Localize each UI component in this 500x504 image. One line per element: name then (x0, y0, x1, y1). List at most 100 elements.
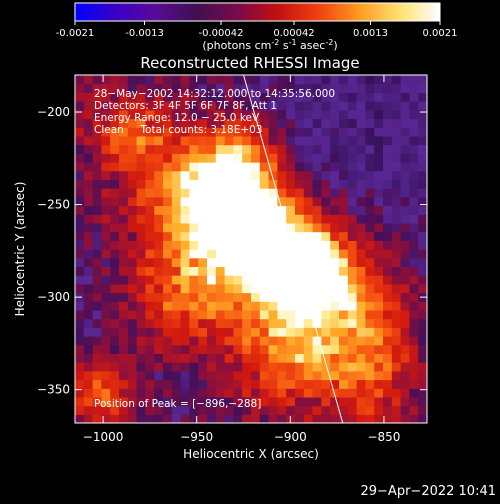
heatmap-cell (145, 127, 155, 137)
heatmap-cell (365, 370, 375, 381)
heatmap-cell (409, 170, 419, 180)
heatmap-cell (365, 388, 375, 398)
heatmap-cell (233, 301, 243, 311)
heatmap-cell (365, 231, 375, 241)
heatmap-cell (127, 214, 138, 224)
heatmap-cell (180, 118, 190, 128)
heatmap-cell (347, 240, 358, 250)
heatmap-cell (198, 118, 208, 128)
heatmap-cell (277, 222, 287, 233)
heatmap-cell (207, 83, 217, 93)
heatmap-cell (339, 205, 349, 215)
heatmap-cell (101, 414, 111, 423)
heatmap-cell (180, 388, 190, 398)
heatmap-cell (391, 144, 402, 154)
heatmap-cell (356, 118, 366, 128)
heatmap-cell (101, 301, 111, 311)
heatmap-cell (75, 75, 85, 76)
heatmap-cell (268, 362, 278, 372)
heatmap-cell (268, 205, 278, 215)
heatmap-cell (101, 214, 111, 224)
heatmap-cell (171, 205, 182, 215)
heatmap-cell (295, 414, 305, 423)
heatmap-cell (75, 414, 85, 423)
heatmap-cell (83, 309, 94, 320)
heatmap-cell (383, 127, 393, 137)
heatmap-cell (110, 353, 120, 363)
heatmap-cell (127, 388, 138, 398)
heatmap-cell (215, 362, 226, 372)
heatmap-cell (242, 405, 252, 415)
heatmap-cell (207, 362, 217, 372)
heatmap-cell (286, 188, 296, 198)
heatmap-cell (101, 257, 111, 267)
heatmap-cell (268, 388, 278, 398)
heatmap-cell (312, 101, 322, 111)
heatmap-cell (119, 214, 129, 224)
heatmap-cell (251, 249, 261, 259)
heatmap-cell (391, 75, 402, 76)
heatmap-cell (259, 414, 270, 423)
heatmap-cell (400, 75, 410, 76)
heatmap-cell (198, 170, 208, 180)
heatmap-cell (330, 75, 340, 85)
heatmap-cell (330, 109, 340, 120)
heatmap-cell (233, 318, 243, 328)
heatmap-cell (303, 144, 314, 154)
heatmap-cell (251, 327, 261, 337)
heatmap-cell (400, 327, 410, 337)
heatmap-cell (409, 92, 419, 102)
heatmap-cell (242, 396, 252, 407)
heatmap-cell (215, 405, 226, 415)
heatmap-cell (242, 135, 252, 146)
heatmap-cell (339, 379, 349, 389)
heatmap-cell (277, 362, 287, 372)
heatmap-cell (233, 309, 243, 320)
heatmap-cell (365, 75, 375, 85)
heatmap-cell (224, 205, 234, 215)
heatmap-cell (312, 222, 322, 233)
heatmap-cell (330, 101, 340, 111)
heatmap-cell (330, 240, 340, 250)
timestamp: 29−Apr−2022 10:41 (361, 484, 497, 499)
heatmap-cell (154, 283, 164, 294)
heatmap-cell (347, 162, 358, 172)
heatmap-cell (207, 240, 217, 250)
heatmap-cell (347, 336, 358, 346)
heatmap-cell (259, 75, 270, 85)
heatmap-cell (347, 257, 358, 267)
heatmap-cell (251, 196, 261, 207)
heatmap-cell (409, 83, 419, 93)
heatmap-cell (180, 170, 190, 180)
heatmap-cell (83, 214, 94, 224)
heatmap-cell (136, 379, 146, 389)
heatmap-cell (383, 353, 393, 363)
heatmap-cell (259, 109, 270, 120)
heatmap-cell (286, 205, 296, 215)
heatmap-cell (92, 144, 102, 154)
heatmap-cell (75, 196, 85, 207)
heatmap-cell (259, 135, 270, 146)
heatmap-cell (154, 336, 164, 346)
heatmap-cell (198, 196, 208, 207)
heatmap-cell (92, 222, 102, 233)
heatmap-cell (215, 101, 226, 111)
colorbar-tick-label: -0.0021 (56, 28, 95, 39)
heatmap-cell (268, 127, 278, 137)
heatmap-cell (259, 283, 270, 294)
heatmap-cell (145, 222, 155, 233)
heatmap-cell (136, 179, 146, 189)
heatmap-cell (268, 344, 278, 354)
heatmap-cell (180, 327, 190, 337)
heatmap-cell (207, 135, 217, 146)
heatmap-cell (171, 109, 182, 120)
heatmap-cell (127, 257, 138, 267)
heatmap-cell (145, 379, 155, 389)
heatmap-cell (374, 214, 384, 224)
heatmap-cell (347, 214, 358, 224)
heatmap-cell (330, 283, 340, 294)
heatmap-cell (110, 266, 120, 276)
heatmap-cell (400, 283, 410, 294)
heatmap-cell (110, 101, 120, 111)
heatmap-cell (295, 292, 305, 302)
